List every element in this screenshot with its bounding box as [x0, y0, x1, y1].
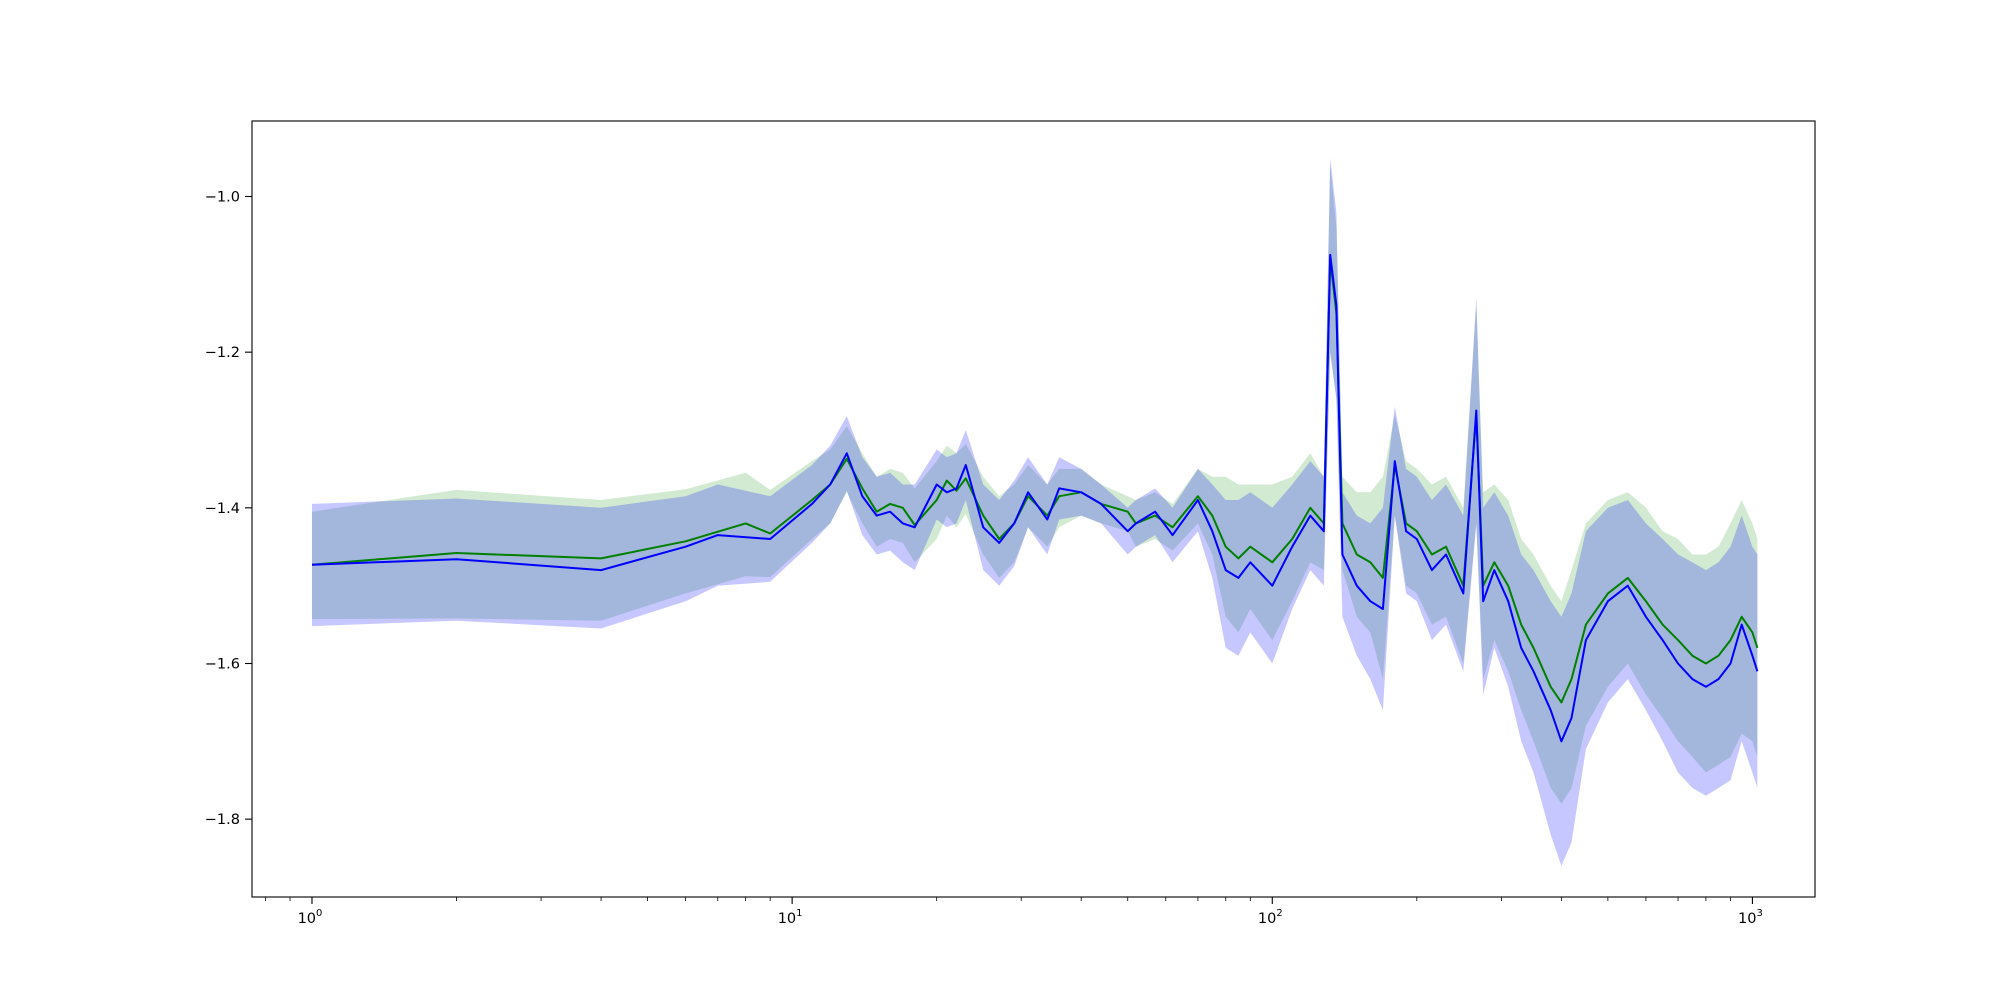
y-tick-label: −1.6	[205, 656, 240, 672]
series-2-band	[312, 157, 1758, 866]
y-tick-label: −1.0	[205, 189, 240, 205]
x-tick-base: 10	[298, 911, 316, 927]
x-tick-label: 100	[298, 908, 323, 927]
confidence-bands	[312, 157, 1758, 866]
x-tick-base: 10	[778, 911, 796, 927]
y-tick-label: −1.4	[205, 501, 240, 517]
y-tick-label: −1.2	[205, 345, 240, 361]
x-tick-exponent: 1	[796, 908, 802, 919]
x-tick-base: 10	[1258, 911, 1276, 927]
x-axis: 100 101 102 103	[265, 897, 1763, 927]
x-tick-label: 103	[1738, 908, 1763, 927]
plot-area	[252, 121, 1815, 897]
y-tick-label: −1.8	[205, 812, 240, 828]
y-axis: −1.0 −1.2 −1.4 −1.6 −1.8	[205, 189, 252, 828]
x-tick-label: 101	[778, 908, 803, 927]
series-1-band	[312, 165, 1758, 804]
axes-background	[252, 121, 1815, 897]
x-tick-label: 102	[1258, 908, 1283, 927]
series-1-line	[311, 257, 1759, 704]
x-tick-base: 10	[1738, 911, 1756, 927]
series-2-line	[311, 253, 1759, 743]
series-lines	[311, 253, 1759, 743]
x-tick-exponent: 2	[1276, 908, 1282, 919]
x-tick-exponent: 0	[316, 908, 322, 919]
x-tick-exponent: 3	[1756, 908, 1762, 919]
axes-frame	[251, 120, 1816, 898]
